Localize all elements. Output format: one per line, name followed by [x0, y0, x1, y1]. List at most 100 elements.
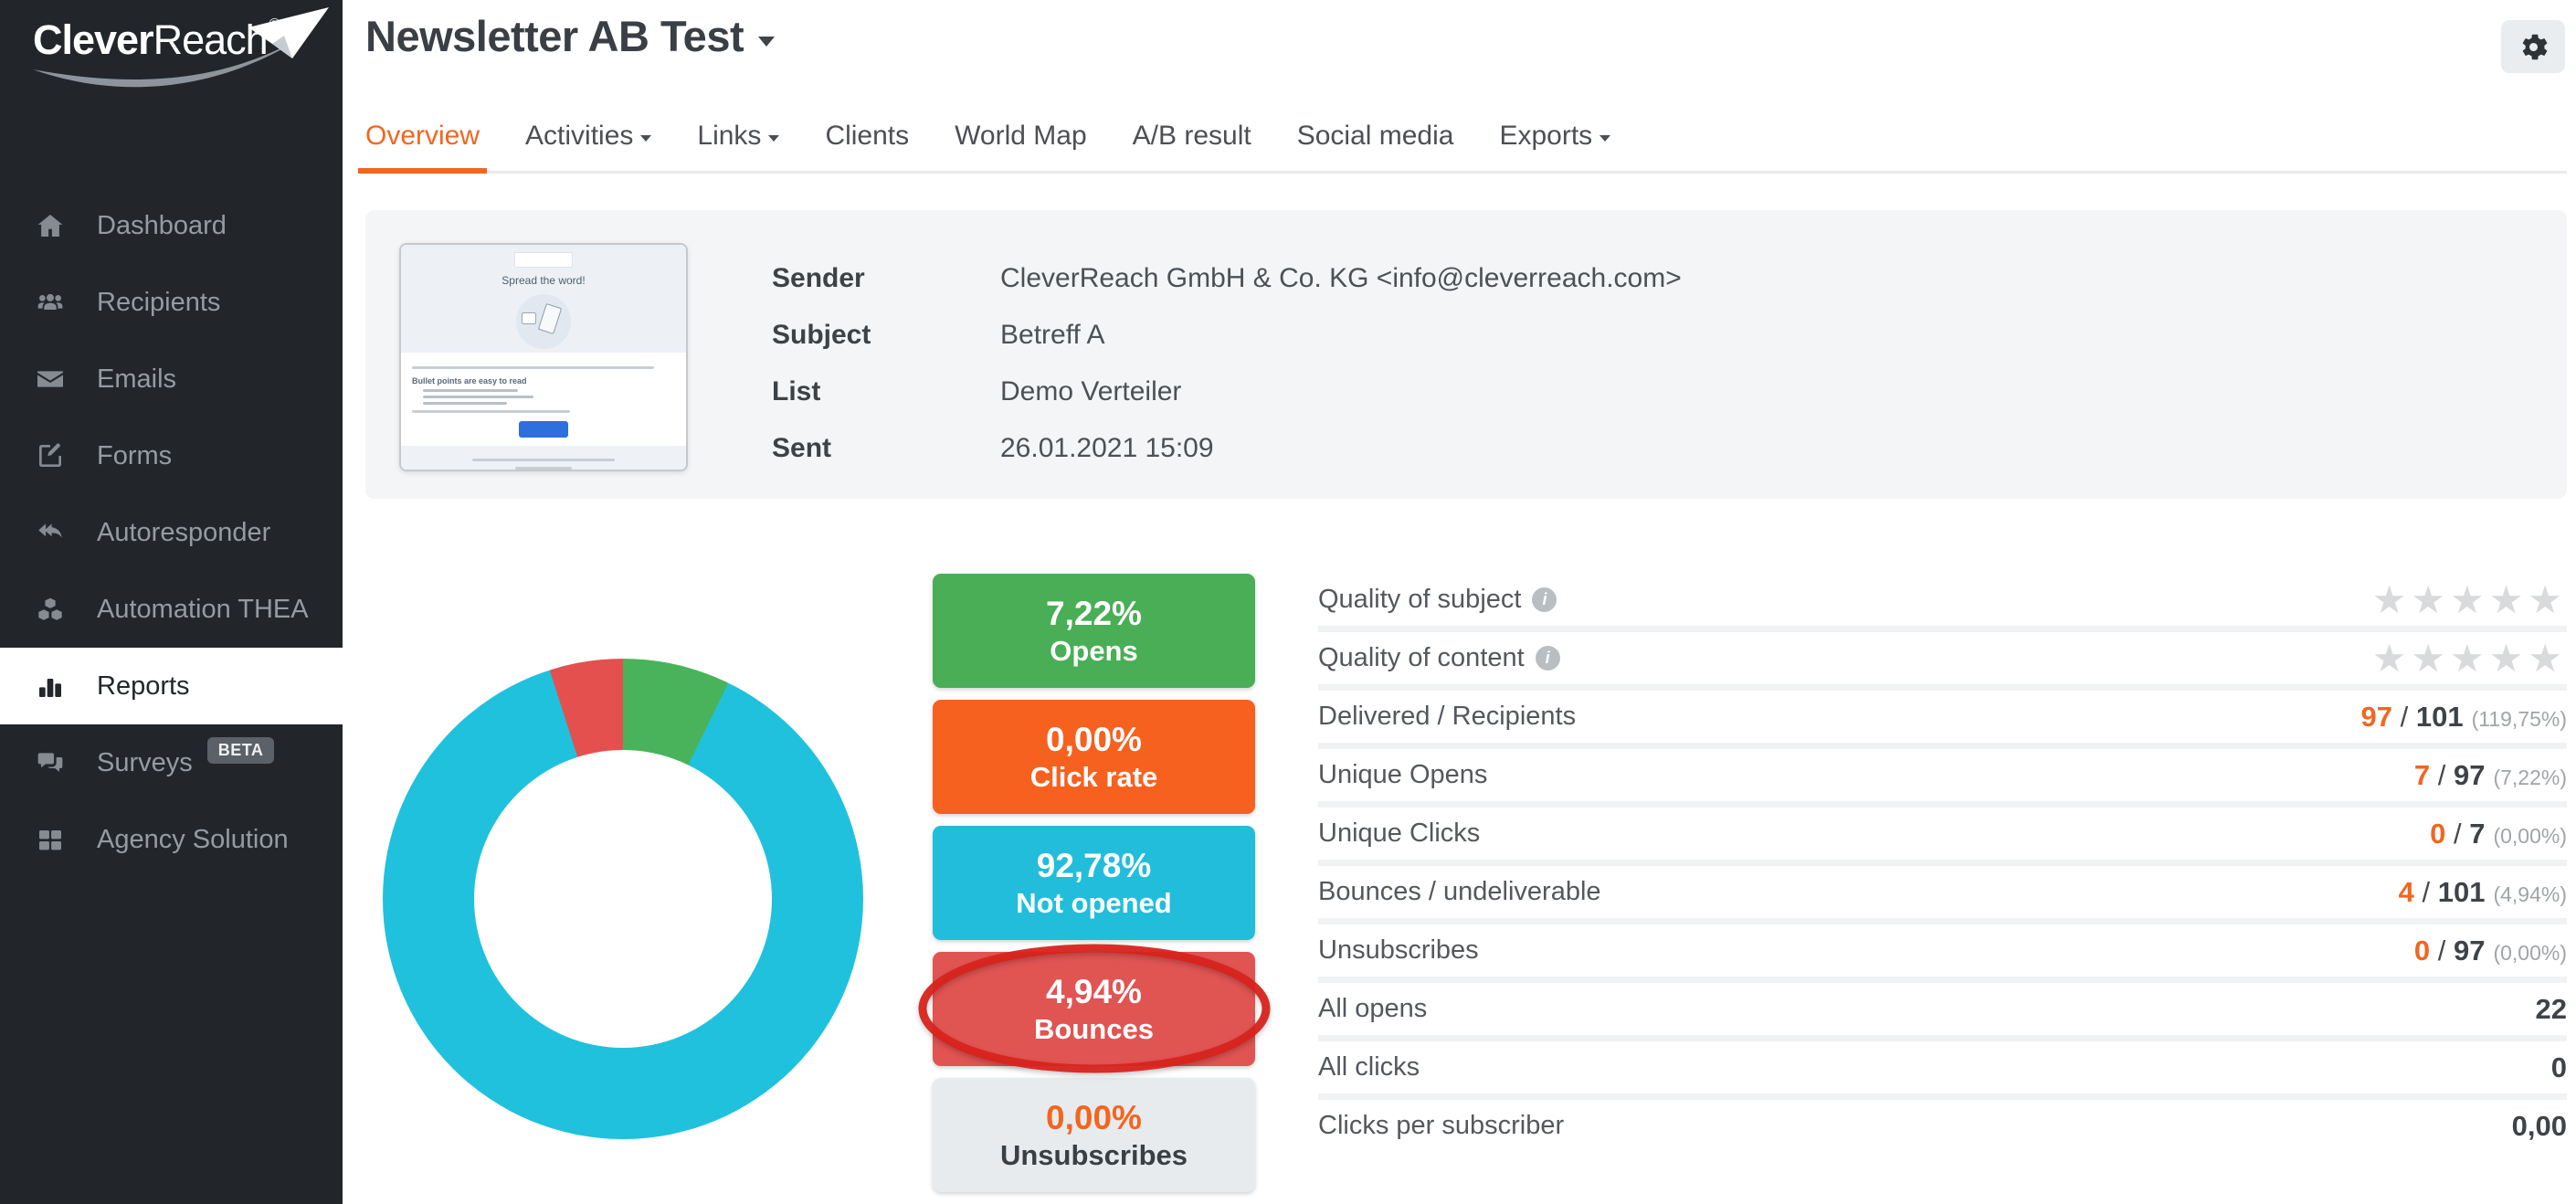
- field-value-sender: CleverReach GmbH & Co. KG <info@cleverre…: [1000, 262, 1682, 294]
- value-primary: 0: [2430, 818, 2445, 850]
- page-title-row[interactable]: Newsletter AB Test: [365, 11, 775, 61]
- sidebar-item-label: Recipients: [97, 288, 220, 318]
- tab-exports[interactable]: Exports: [1499, 121, 1610, 171]
- value-separator: /: [2392, 701, 2416, 734]
- beta-badge: BETA: [207, 737, 275, 764]
- value-secondary: 97: [2454, 759, 2485, 792]
- field-label-sent: Sent: [772, 432, 1000, 464]
- brand-bold: Clever: [33, 16, 153, 63]
- value-secondary: 101: [2438, 876, 2486, 909]
- stat-box-not-opened: 92,78%Not opened: [933, 826, 1255, 940]
- email-preview-thumbnail[interactable]: Spread the word! Bullet points are easy …: [399, 243, 688, 471]
- tab-links[interactable]: Links: [697, 121, 779, 171]
- grid-icon: [34, 823, 74, 856]
- thumb-bullet-line: [423, 389, 518, 392]
- value-percent: (119,75%): [2472, 707, 2567, 732]
- tab-label: World Map: [955, 121, 1087, 151]
- tab-a-b-result[interactable]: A/B result: [1133, 121, 1251, 171]
- tab-label: A/B result: [1133, 121, 1251, 151]
- title-dropdown-caret-icon[interactable]: [758, 37, 775, 47]
- value-secondary: 101: [2416, 701, 2464, 734]
- gear-icon: [2519, 33, 2548, 61]
- value-separator: /: [2445, 818, 2469, 850]
- sidebar-item-agency-solution[interactable]: Agency Solution: [0, 801, 343, 878]
- value-secondary: 97: [2454, 935, 2485, 967]
- tab-world-map[interactable]: World Map: [955, 121, 1087, 171]
- tab-overview[interactable]: Overview: [365, 121, 480, 171]
- tab-label: Clients: [825, 121, 909, 151]
- form-icon: [34, 439, 74, 472]
- sidebar-item-label: Dashboard: [97, 211, 227, 241]
- sidebar-item-recipients[interactable]: Recipients: [0, 264, 343, 341]
- thumb-header: Spread the word!: [401, 245, 686, 353]
- stat-box-label: Unsubscribes: [1000, 1138, 1188, 1172]
- thumb-logo-placeholder: [514, 252, 573, 268]
- sidebar-item-surveys[interactable]: SurveysBETA: [0, 724, 343, 801]
- thumb-text-line: [515, 467, 572, 470]
- sidebar-item-dashboard[interactable]: Dashboard: [0, 187, 343, 264]
- thumb-footer: [401, 446, 686, 471]
- star-rating: ★★★★★: [2372, 581, 2567, 619]
- tab-clients[interactable]: Clients: [825, 121, 909, 171]
- field-value-subject: Betreff A: [1000, 319, 1682, 351]
- table-row-all-opens: All opens22: [1318, 977, 2567, 1035]
- value-plain: 22: [2536, 993, 2567, 1026]
- home-icon: [34, 209, 74, 242]
- row-label: Clicks per subscriber: [1318, 1111, 1564, 1141]
- field-value-list: Demo Verteiler: [1000, 375, 1682, 407]
- star-rating: ★★★★★: [2372, 639, 2567, 678]
- value-secondary: 7: [2469, 818, 2485, 850]
- tab-label: Exports: [1499, 121, 1592, 151]
- newsletter-meta-fields: SenderCleverReach GmbH & Co. KG <info@cl…: [772, 262, 1682, 464]
- sidebar: CleverReach® Dashboard Recipients Emails Fo…: [0, 0, 343, 1204]
- envelope-icon: [34, 363, 74, 396]
- value-separator: /: [2430, 759, 2454, 792]
- value-separator: /: [2430, 935, 2454, 967]
- sidebar-item-reports[interactable]: Reports: [0, 648, 343, 724]
- value-percent: (0,00%): [2493, 941, 2567, 966]
- sidebar-item-automation-thea[interactable]: Automation THEA: [0, 571, 343, 648]
- stat-boxes: 7,22%Opens0,00%Click rate92,78%Not opene…: [933, 574, 1255, 1204]
- table-row-unique-opens: Unique Opens7 / 97(7,22%): [1318, 743, 2567, 801]
- thumb-phone: [538, 303, 562, 334]
- stat-box-value: 7,22%: [1046, 594, 1142, 634]
- table-row-quality-of-subject: Quality of subjecti★★★★★: [1318, 574, 2567, 626]
- row-label: Delivered / Recipients: [1318, 702, 1576, 732]
- bounces-highlight-ellipse: [912, 939, 1277, 1078]
- tab-social-media[interactable]: Social media: [1297, 121, 1454, 171]
- field-label-sender: Sender: [772, 262, 1000, 294]
- tab-activities[interactable]: Activities: [525, 121, 651, 171]
- reply-icon: [34, 516, 74, 549]
- value-primary: 0: [2414, 935, 2430, 967]
- sidebar-item-label: Forms: [97, 441, 172, 471]
- sidebar-item-label: Reports: [97, 671, 190, 702]
- tab-label: Activities: [525, 121, 633, 151]
- sidebar-menu: Dashboard Recipients Emails Forms Autorespon…: [0, 187, 343, 878]
- sidebar-item-emails[interactable]: Emails: [0, 341, 343, 417]
- stat-box-value: 0,00%: [1046, 720, 1142, 760]
- thumb-bullet-line: [423, 402, 507, 405]
- sidebar-item-autoresponder[interactable]: Autoresponder: [0, 494, 343, 571]
- stats-table: Quality of subjecti★★★★★Quality of conte…: [1318, 574, 2567, 1152]
- stat-box-opens: 7,22%Opens: [933, 574, 1255, 688]
- table-row-all-clicks: All clicks0: [1318, 1035, 2567, 1093]
- tab-label: Overview: [365, 121, 480, 151]
- stat-box-label: Click rate: [1030, 760, 1158, 794]
- table-row-clicks-per-subscriber: Clicks per subscriber0,00: [1318, 1093, 2567, 1152]
- stat-box-value: 92,78%: [1037, 846, 1152, 886]
- settings-button[interactable]: [2501, 20, 2565, 73]
- comments-icon: [34, 746, 74, 779]
- cleverreach-logo[interactable]: CleverReach®: [0, 0, 343, 96]
- thumb-text-line: [412, 366, 654, 369]
- sidebar-item-label: Autoresponder: [97, 518, 270, 548]
- table-row-unsubscribes: Unsubscribes0 / 97(0,00%): [1318, 918, 2567, 977]
- row-label: Bounces / undeliverable: [1318, 877, 1601, 907]
- stat-box-label: Opens: [1050, 634, 1137, 668]
- stat-box-value: 0,00%: [1046, 1098, 1142, 1138]
- chart-icon: [34, 670, 74, 702]
- sidebar-item-forms[interactable]: Forms: [0, 417, 343, 494]
- value-primary: 4: [2399, 876, 2414, 909]
- thumb-cta-button: [519, 421, 568, 438]
- brand-light: Reach: [153, 16, 268, 63]
- tab-label: Social media: [1297, 121, 1454, 151]
